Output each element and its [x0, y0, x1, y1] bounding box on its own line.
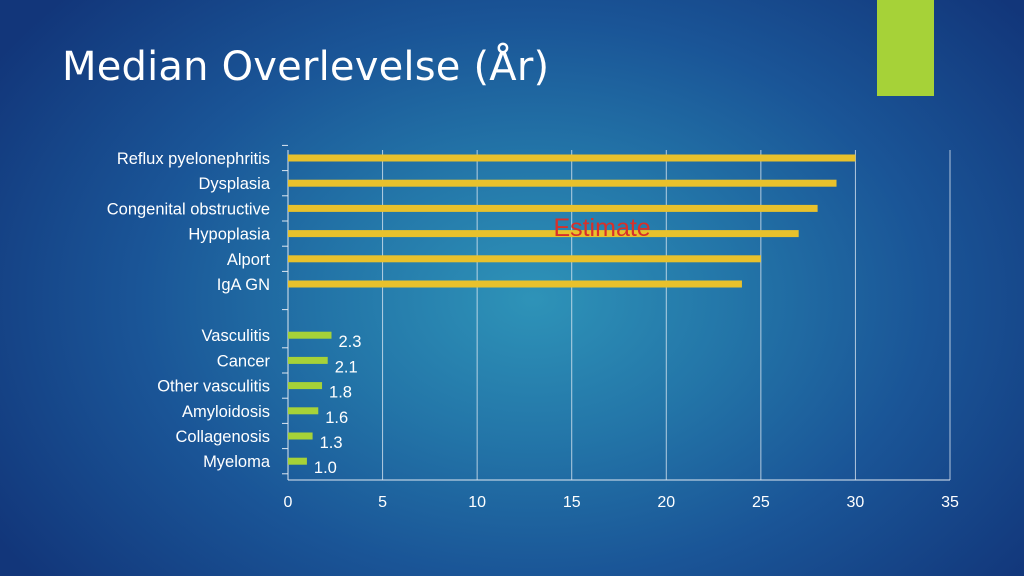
bar [288, 179, 837, 187]
chart-labels: 0 5 10 15 20 25 30 35 Reflux pyelonephritis Dyspl… [107, 150, 959, 511]
chart-bars [288, 154, 856, 465]
category-label: Collagenosis [176, 428, 270, 446]
category-label: Other vasculitis [157, 378, 270, 396]
accent-block [877, 0, 934, 96]
value-label: 1.0 [314, 459, 337, 477]
x-tick-label: 20 [657, 494, 675, 511]
bar [288, 407, 319, 415]
bar [288, 280, 742, 288]
x-tick-label: 25 [752, 494, 770, 511]
value-label: 2.3 [339, 333, 362, 351]
bar [288, 457, 307, 465]
value-label: 1.6 [325, 409, 348, 427]
category-label: Myeloma [203, 453, 271, 471]
bar [288, 382, 323, 390]
bar [288, 432, 313, 440]
bar [288, 230, 799, 238]
category-label: Vasculitis [202, 327, 270, 345]
category-label: Congenital obstructive [107, 200, 270, 218]
estimate-annotation: Estimate [553, 214, 650, 242]
category-label: Dysplasia [198, 175, 270, 193]
category-label: Amyloidosis [182, 403, 270, 421]
chart-gridlines [382, 150, 951, 480]
bar [288, 356, 328, 364]
x-tick-label: 15 [563, 494, 581, 511]
x-tick-label: 35 [941, 494, 959, 511]
category-label: IgA GN [217, 276, 270, 294]
bar [288, 255, 761, 263]
slide-title: Median Overlevelse (År) [62, 44, 550, 90]
value-label: 1.8 [329, 384, 352, 402]
x-tick-label: 5 [378, 494, 387, 511]
category-label: Reflux pyelonephritis [117, 150, 270, 168]
bar [288, 154, 856, 162]
bar [288, 331, 332, 339]
category-label: Alport [227, 251, 271, 269]
value-label: 1.3 [320, 434, 343, 452]
x-tick-label: 30 [847, 494, 865, 511]
x-tick-label: 0 [284, 494, 293, 511]
category-label: Cancer [217, 352, 271, 370]
category-label: Hypoplasia [188, 226, 270, 244]
value-label: 2.1 [335, 358, 358, 376]
bar [288, 204, 818, 212]
x-tick-label: 10 [468, 494, 486, 511]
